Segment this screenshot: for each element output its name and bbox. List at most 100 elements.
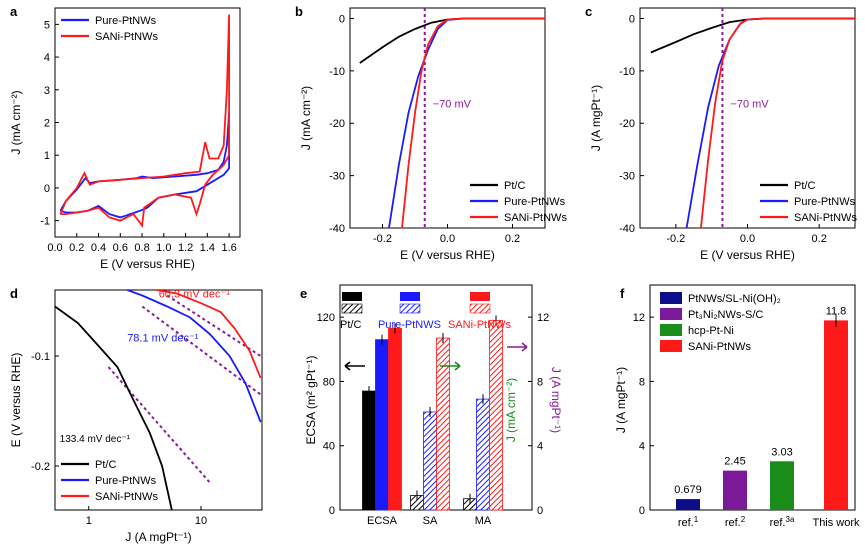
panel-f-value-label: 11.8: [826, 305, 847, 317]
panel-b-y-tick-label: -40: [329, 223, 345, 235]
panel-f-bar-This work: [824, 320, 848, 510]
panel-a-legend-entry: SANi-PtNWs: [95, 31, 158, 43]
panel-f-y-tick-label: 8: [639, 376, 645, 388]
panel-f-legend-swatch: [660, 308, 682, 320]
panel-e-y-tick-label: 40: [323, 441, 335, 453]
panel-a-line-SANi-PtNWs: [59, 14, 230, 228]
panel-c-line-SANi-PtNWs: [700, 17, 855, 229]
panel-f-category-label: This work: [812, 517, 860, 529]
panel-a-legend-entry: Pure-PtNWs: [95, 15, 157, 27]
panel-e-legend-solid: [400, 292, 420, 301]
panel-a-y-tick-label: 1: [44, 150, 50, 162]
panel-b-legend-entry: Pure-PtNWs: [504, 196, 566, 208]
panel-c-x-tick-label: -0.2: [666, 233, 685, 245]
panel-e-bar-SANi-PtNWs-SA: [436, 337, 450, 511]
panel-f-legend-swatch: [660, 324, 682, 336]
panel-e-legend-solid: [470, 292, 490, 301]
panel-e-category-label: SA: [423, 515, 438, 527]
panel-b-line-SANi-PtNWs: [401, 17, 545, 229]
panel-e-bar-Pure-PtNWS-MA: [476, 398, 490, 511]
panel-a-letter: a: [10, 4, 18, 19]
panel-e-right-axis-label-1: J (mA cm⁻²): [504, 378, 518, 442]
panel-a-y-tick-label: 3: [44, 85, 50, 97]
panel-a-y-axis-label: J (mA cm⁻²): [9, 90, 23, 154]
panel-a-x-axis-label: E (V versus RHE): [100, 257, 195, 271]
panel-b-letter: b: [295, 4, 303, 19]
panel-a-x-tick-label: 0.4: [91, 242, 106, 254]
panel-b-legend-entry: Pt/C: [504, 180, 525, 192]
panel-f-legend-entry: SANi-PtNWs: [688, 341, 751, 353]
panel-e-right-axis-label-2: J (A mgPt⁻¹): [549, 367, 563, 433]
panel-f-letter: f: [620, 286, 625, 301]
panel-d-y-tick-label: -0.1: [31, 351, 50, 363]
panel-d-y-tick-label: -0.2: [31, 461, 50, 473]
panel-c-line-Pt/C: [650, 17, 855, 54]
panel-b-legend-entry: SANi-PtNWs: [504, 212, 567, 224]
panel-f-legend-swatch: [660, 292, 682, 304]
panel-f-category-label: ref.2: [725, 515, 746, 530]
panel-e-bar-Pure-PtNWS-SA: [423, 411, 437, 511]
panel-d-legend-entry: Pt/C: [95, 459, 116, 471]
panel-d-slope-pure: 78.1 mV dec⁻¹: [127, 333, 199, 345]
panel-a-y-tick-label: 2: [44, 118, 50, 130]
panel-a-x-tick-label: 0.8: [134, 242, 149, 254]
panel-e-bar-Pure-PtNWS-ECSA: [375, 339, 389, 511]
panel-e-legend-entry: Pt/C: [340, 319, 361, 331]
panel-a-x-tick-label: 1.4: [200, 242, 215, 254]
panel-b-y-tick-label: -20: [329, 118, 345, 130]
panel-d-slope-sani: 60.3 mV dec⁻¹: [159, 289, 231, 301]
panel-e-arrow-purple: [507, 342, 528, 352]
panel-d-letter: d: [10, 286, 18, 301]
panel-e-y-tick-label: 120: [317, 312, 335, 324]
panel-b-annotation: −70 mV: [433, 99, 472, 111]
panel-c-y-tick-label: -10: [619, 66, 635, 78]
panel-f-axes-frame: [649, 284, 856, 511]
panel-d-line-Pt/C: [55, 305, 173, 510]
panel-c-y-tick-label: -30: [619, 171, 635, 183]
panel-b-x-axis-label: E (V versus RHE): [400, 248, 495, 262]
panel-b-y-axis-label: J (mA cm⁻²): [299, 86, 313, 150]
panel-e-category-label: MA: [475, 515, 492, 527]
panel-b-y-tick-label: -10: [329, 66, 345, 78]
panel-e-legend-hatched: [469, 303, 491, 314]
panel-d-line-SANi-PtNWs: [156, 290, 262, 379]
panel-d-legend-entry: SANi-PtNWs: [95, 491, 158, 503]
panel-d-fit-line: [107, 366, 211, 484]
panel-f-bar-ref.1: [676, 499, 700, 510]
panel-c-y-tick-label: -20: [619, 118, 635, 130]
panel-f-category-label: ref.3a: [770, 515, 795, 530]
panel-a-x-tick-label: 0.2: [69, 242, 84, 254]
panel-b-y-tick-label: 0: [339, 13, 345, 25]
panel-d-y-axis-label: E (V versus RHE): [9, 353, 23, 448]
panel-c-x-axis-label: E (V versus RHE): [700, 248, 795, 262]
panel-e-bar-SANi-PtNWs-MA: [489, 319, 503, 511]
panel-e-category-label: ECSA: [367, 515, 398, 527]
panel-e-legend-hatched: [399, 303, 421, 314]
panel-e-right-tick-label: 8: [537, 376, 543, 388]
panel-e-bar-Pt/C-ECSA: [362, 390, 376, 511]
panel-f-value-label: 3.03: [771, 446, 792, 458]
panel-c-legend-entry: Pure-PtNWs: [794, 196, 856, 208]
panel-a-y-tick-label: 5: [44, 19, 50, 31]
panel-f-bar-ref.2: [723, 470, 747, 510]
panel-d-legend-entry: Pure-PtNWs: [95, 475, 157, 487]
panel-e-y-axis-label: ECSA (m² gPt⁻¹): [304, 355, 318, 444]
panel-e-arrow-left: [344, 361, 365, 371]
panel-b-x-tick-label: -0.2: [373, 233, 392, 245]
panel-c-y-tick-label: -40: [619, 223, 635, 235]
panel-e-arrow-green: [440, 361, 461, 371]
panel-c-legend-entry: SANi-PtNWs: [794, 212, 857, 224]
panel-c-y-axis-label: J (A mgPt⁻¹): [589, 85, 603, 151]
panel-a-x-tick-label: 1.6: [221, 242, 236, 254]
panel-f-category-label: ref.1: [678, 515, 699, 530]
panel-a-x-tick-label: 1.0: [156, 242, 171, 254]
panel-e-right-tick-label: 4: [537, 441, 543, 453]
panel-f-legend-entry: Pt₃Ni₂NWs-S/C: [688, 309, 763, 321]
panel-e-legend-entry: Pure-PtNWS: [378, 319, 441, 331]
panel-f-legend-swatch: [660, 340, 682, 352]
panel-c-x-tick-label: 0.2: [812, 233, 827, 245]
panel-f-legend-entry: PtNWs/SL-Ni(OH)₂: [688, 293, 781, 305]
panel-f-y-axis-label: J (A mgPt⁻¹): [614, 367, 628, 433]
panel-f-bar-ref.3a: [770, 461, 794, 510]
